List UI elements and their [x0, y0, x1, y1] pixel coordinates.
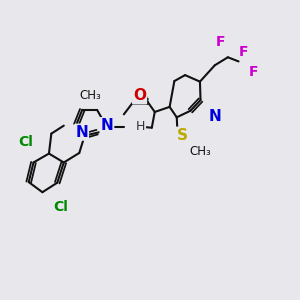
Text: S: S	[177, 128, 188, 142]
Text: N: N	[209, 109, 222, 124]
Text: Cl: Cl	[18, 135, 33, 149]
Text: N: N	[100, 118, 113, 133]
Text: F: F	[215, 34, 225, 49]
Text: N: N	[75, 125, 88, 140]
Text: Cl: Cl	[53, 200, 68, 214]
Text: O: O	[133, 88, 146, 104]
Text: H: H	[136, 120, 145, 133]
Text: F: F	[238, 45, 248, 59]
Text: F: F	[249, 65, 258, 79]
Text: CH₃: CH₃	[79, 88, 101, 101]
Text: CH₃: CH₃	[190, 145, 211, 158]
